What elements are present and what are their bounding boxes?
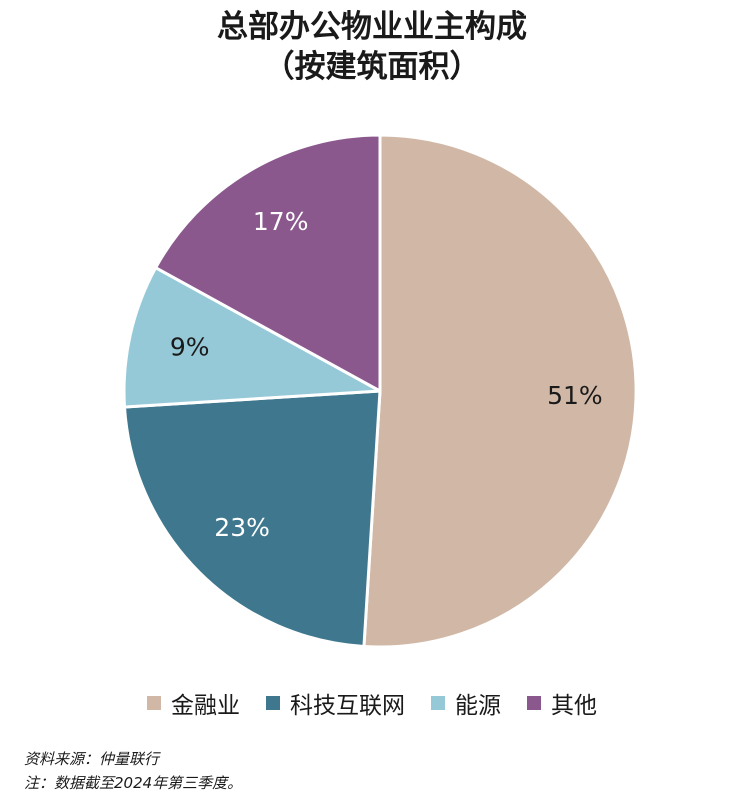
date-note: 注：数据截至2024年第三季度。 <box>24 774 243 792</box>
chart-title: 总部办公物业业主构成 <box>217 9 527 45</box>
legend-item-0: 金融业 <box>147 686 240 720</box>
source-note: 资料来源：仲量联行 <box>24 750 160 768</box>
pie-slice-1 <box>123 389 382 648</box>
legend-swatch-3 <box>527 696 541 710</box>
legend-swatch-0 <box>147 696 161 710</box>
pie-slice-0 <box>362 133 638 649</box>
legend-item-2: 能源 <box>431 686 501 720</box>
chart-subtitle: （按建筑面积） <box>263 49 481 85</box>
legend-label-1: 科技互联网 <box>290 693 405 719</box>
legend-swatch-2 <box>431 696 445 710</box>
legend-label-2: 能源 <box>455 693 501 719</box>
legend: 金融业 科技互联网 能源 其他 <box>0 686 744 720</box>
pie-slice-3 <box>154 133 382 393</box>
pie-chart: 51% 23% 9% 17% <box>122 133 638 649</box>
legend-label-3: 其他 <box>551 693 597 719</box>
legend-swatch-1 <box>266 696 280 710</box>
legend-item-3: 其他 <box>527 686 597 720</box>
slice-label-2: 9% <box>170 333 210 362</box>
slice-label-0: 51% <box>547 381 603 410</box>
pie-slice-2 <box>122 266 382 409</box>
slice-label-3: 17% <box>253 207 309 236</box>
slice-label-1: 23% <box>214 513 270 542</box>
legend-item-1: 科技互联网 <box>266 686 405 720</box>
legend-label-0: 金融业 <box>171 693 240 719</box>
